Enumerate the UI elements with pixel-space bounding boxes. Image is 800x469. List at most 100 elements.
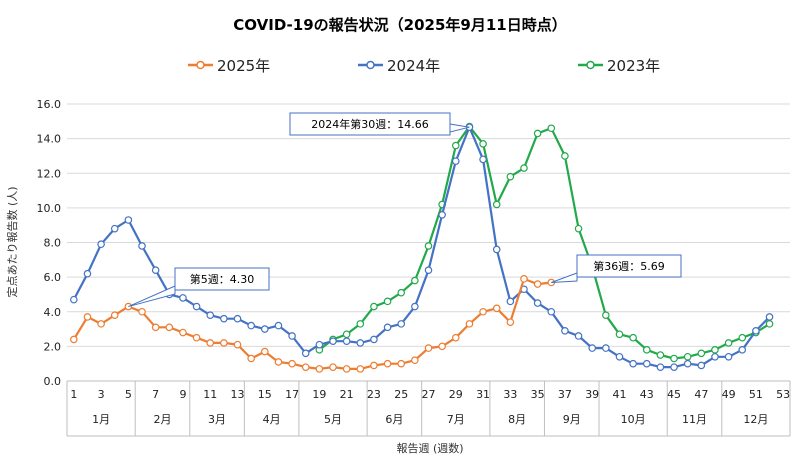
data-point	[274, 358, 283, 366]
legend-marker-2025	[196, 60, 205, 70]
data-point	[547, 307, 556, 316]
x-tick-label: 31	[476, 388, 490, 401]
data-point	[561, 326, 569, 335]
x-tick-label: 51	[749, 388, 763, 401]
x-axis: 1 3 5 7 9 11 13 15 17 19 21 23 25 27 29 31 33 35 37 39 41 43 4…	[67, 380, 790, 401]
data-point	[697, 349, 706, 358]
data-point	[206, 339, 215, 347]
month-label: 12月	[743, 413, 768, 426]
data-point	[110, 224, 119, 233]
data-point	[288, 359, 296, 368]
data-point	[315, 365, 324, 373]
month-label: 6月	[385, 413, 403, 426]
x-tick-label: 5	[125, 388, 132, 401]
data-point	[342, 337, 351, 345]
data-point	[683, 352, 692, 361]
data-point	[520, 164, 528, 172]
data-point	[711, 346, 719, 354]
data-point	[492, 200, 501, 209]
legend-label-2025: 2025年	[217, 57, 270, 75]
x-tick-label: 21	[340, 388, 354, 401]
data-point	[151, 266, 160, 275]
chart-title: COVID-19の報告状況（2025年9月11日時点）	[233, 16, 566, 34]
data-point	[629, 333, 637, 342]
data-point	[383, 297, 392, 306]
data-point	[656, 351, 665, 359]
data-point	[397, 320, 406, 328]
month-axis: 1月 2月 3月 4月 5月 6月 7月 8月 9月 10月 11月 12月	[66, 381, 791, 437]
callout-box	[174, 267, 270, 291]
data-point	[561, 152, 569, 160]
data-point	[629, 359, 637, 368]
data-point	[479, 307, 487, 316]
data-point	[206, 311, 215, 320]
data-point	[574, 224, 583, 233]
y-tick-label: 14.0	[37, 133, 62, 146]
data-point	[138, 242, 146, 250]
data-point	[670, 354, 678, 363]
data-point	[261, 347, 269, 356]
x-tick-label: 17	[285, 388, 299, 401]
data-point	[547, 124, 556, 133]
data-point	[356, 339, 365, 347]
data-point	[97, 240, 105, 249]
data-point	[424, 242, 433, 250]
data-point	[301, 349, 310, 358]
x-tick-label: 37	[558, 388, 572, 401]
data-point	[247, 354, 255, 363]
data-point	[451, 157, 460, 165]
data-point	[261, 325, 269, 333]
y-axis-label: 定点あたり報告数 (人)	[5, 186, 19, 297]
data-point	[411, 302, 419, 311]
legend-marker-2024	[366, 60, 375, 70]
x-tick-label: 1	[70, 388, 77, 401]
legend-item-2025: 2025年	[188, 57, 270, 75]
data-point	[124, 216, 133, 224]
series-2024年	[70, 123, 774, 371]
data-point	[397, 359, 406, 368]
data-point	[165, 323, 174, 332]
y-tick-label: 12.0	[37, 167, 62, 180]
data-point	[765, 320, 774, 328]
data-point	[356, 365, 365, 373]
data-point	[533, 129, 542, 138]
data-point	[765, 313, 774, 321]
callout-text: 2024年第30週：14.66	[311, 117, 428, 131]
legend: 2025年 2024年 2023年	[188, 57, 660, 75]
data-point	[506, 172, 515, 181]
data-point	[438, 211, 446, 219]
data-point	[411, 356, 419, 365]
data-point	[492, 245, 501, 254]
data-point	[370, 335, 378, 344]
data-point	[329, 337, 337, 345]
x-tick-label: 53	[776, 388, 790, 401]
data-point	[506, 297, 515, 306]
data-point	[438, 342, 446, 351]
data-point	[615, 330, 624, 339]
data-point	[424, 266, 433, 275]
y-tick-label: 4.0	[44, 306, 62, 319]
y-axis-ticks: 0.0 2.0 4.0 6.0 8.0 10.0 12.0 14.0 16.0	[37, 98, 62, 388]
callouts: 2024年第30週：14.66 第5週：4.30 第36週：5.69	[128, 112, 682, 308]
x-tick-label: 15	[258, 388, 272, 401]
data-point	[70, 335, 78, 344]
data-point	[615, 352, 624, 361]
data-point	[411, 276, 419, 285]
legend-item-2023: 2023年	[578, 57, 660, 75]
x-tick-label: 3	[98, 388, 105, 401]
x-tick-label: 45	[667, 388, 681, 401]
x-tick-label: 9	[179, 388, 186, 401]
month-label: 1月	[92, 413, 110, 426]
data-point	[656, 363, 665, 371]
data-point	[370, 302, 378, 311]
data-point	[424, 344, 433, 352]
legend-item-2024: 2024年	[358, 57, 440, 75]
data-point	[83, 269, 92, 278]
month-label: 8月	[508, 413, 526, 426]
data-point	[383, 359, 392, 368]
data-point	[97, 320, 105, 328]
data-point	[520, 275, 528, 283]
data-point	[738, 333, 747, 342]
